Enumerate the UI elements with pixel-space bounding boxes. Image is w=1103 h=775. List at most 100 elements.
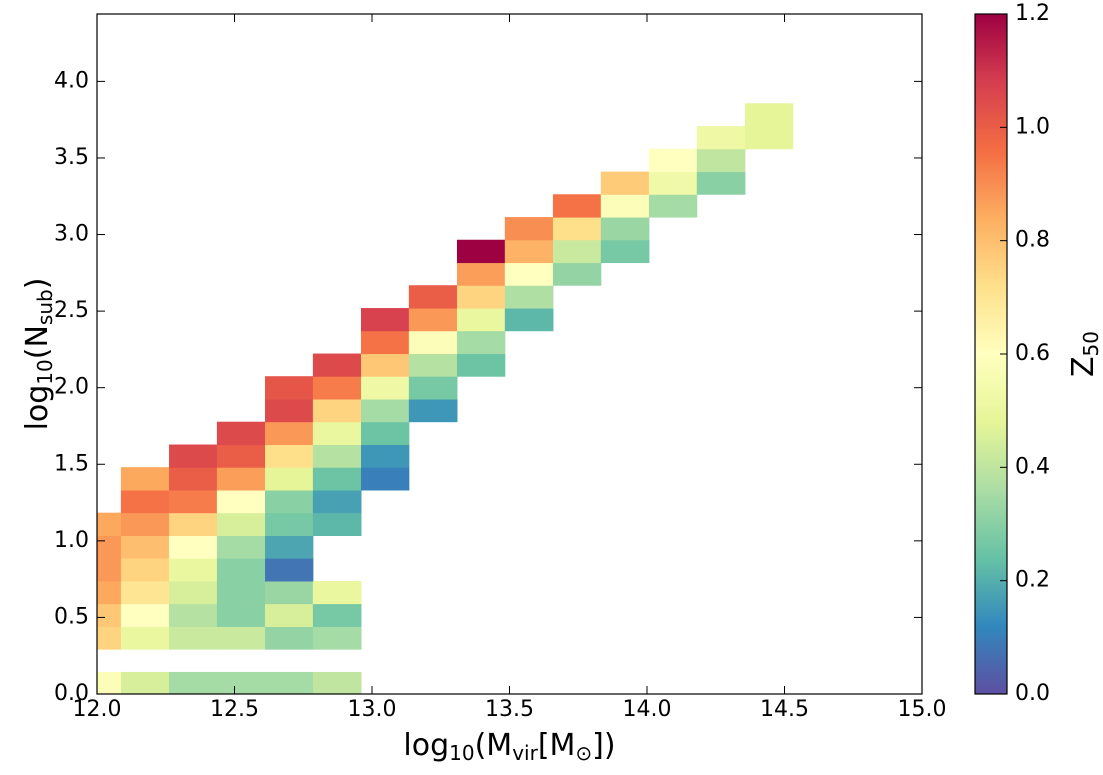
- heatmap-cell: [744, 126, 794, 150]
- heatmap-cell: [120, 603, 170, 627]
- label-part: 10: [33, 359, 57, 384]
- heatmap-cell: [504, 239, 554, 264]
- heatmap-cell: [265, 490, 314, 514]
- heatmap-cell: [312, 376, 362, 400]
- heatmap-cell: [312, 421, 362, 446]
- heatmap-cell: [600, 171, 650, 195]
- label-part: ): [20, 278, 55, 290]
- heatmap-cell: [265, 512, 314, 536]
- colorbar-tick-label: 0.6: [1015, 341, 1050, 366]
- y-tick-label: 1.0: [54, 528, 89, 553]
- label-part: 50: [1079, 331, 1103, 356]
- heatmap-cell: [169, 603, 218, 627]
- heatmap-cell: [265, 467, 314, 491]
- heatmap-cell: [120, 671, 170, 694]
- colorbar-tick-label: 1.0: [1015, 114, 1050, 139]
- heatmap-cell: [456, 353, 506, 377]
- heatmap-cell: [408, 308, 458, 332]
- x-axis-label: log10(Mvir[M⊙]): [403, 728, 615, 765]
- label-part: (M: [475, 728, 513, 763]
- heatmap-cell: [361, 467, 410, 491]
- heatmap-cell: [312, 444, 362, 468]
- heatmap-cell: [216, 444, 266, 468]
- heatmap-cell: [504, 308, 554, 332]
- colorbar-tick-label: 1.2: [1015, 1, 1050, 26]
- heatmap-cell: [97, 512, 122, 536]
- y-tick-label: 3.5: [54, 145, 89, 170]
- heatmap-cell: [120, 467, 170, 491]
- heatmap-cell: [504, 285, 554, 309]
- x-tick-label: 12.0: [73, 697, 122, 722]
- heatmap-cell: [312, 626, 362, 650]
- label-part: log: [403, 728, 449, 763]
- heatmap-cell: [216, 558, 266, 582]
- heatmap-cell: [312, 580, 362, 605]
- heatmap-cell: [216, 512, 266, 536]
- heatmap-cell: [216, 535, 266, 559]
- heatmap-cell: [312, 353, 362, 377]
- heatmap-cell: [216, 626, 266, 650]
- label-part: log: [20, 385, 55, 431]
- heatmap-cell: [265, 558, 314, 582]
- label-part: 10: [449, 741, 474, 765]
- heatmap-cell: [265, 671, 314, 694]
- heatmap-cell: [408, 399, 458, 423]
- heatmap-cell: [265, 421, 314, 446]
- heatmap-cell: [648, 171, 698, 195]
- label-part: vir: [512, 741, 538, 765]
- label-part: sub: [33, 289, 57, 325]
- heatmap-cell: [97, 580, 122, 605]
- heatmap-cell: [97, 603, 122, 627]
- heatmap-cell: [169, 671, 218, 694]
- heatmap-cell: [120, 626, 170, 650]
- heatmap-cell: [312, 467, 362, 491]
- heatmap-cell: [600, 217, 650, 241]
- heatmap-cell: [169, 467, 218, 491]
- heatmap-cell: [216, 603, 266, 627]
- label-part: ]): [592, 728, 615, 763]
- heatmap-cell: [120, 580, 170, 605]
- heatmap-cell: [265, 376, 314, 400]
- heatmap: [97, 103, 794, 694]
- heatmap-cell: [552, 194, 602, 218]
- heatmap-cell: [552, 217, 602, 241]
- heatmap-cell: [552, 239, 602, 264]
- heatmap-cell: [97, 626, 122, 650]
- heatmap-cell: [408, 353, 458, 377]
- heatmap-cell: [456, 285, 506, 309]
- heatmap-cell: [216, 490, 266, 514]
- y-tick-label: 4.0: [54, 68, 89, 93]
- heatmap-cell: [456, 330, 506, 355]
- label-part: Z: [1066, 356, 1101, 377]
- y-tick-label: 2.5: [54, 298, 89, 323]
- y-axis-label: log10(Nsub): [20, 278, 57, 431]
- label-part: [M: [538, 728, 576, 763]
- y-tick-label: 1.5: [54, 451, 89, 476]
- y-tick-label: 0.5: [54, 604, 89, 629]
- label-part: (N: [20, 325, 55, 359]
- heatmap-cell: [600, 239, 650, 264]
- heatmap-cell: [456, 308, 506, 332]
- heatmap-cell: [120, 512, 170, 536]
- colorbar-tick-label: 0.2: [1015, 568, 1050, 593]
- heatmap-cell: [361, 353, 410, 377]
- heatmap-cell: [504, 262, 554, 286]
- colorbar-tick-label: 0.8: [1015, 228, 1050, 253]
- heatmap-cell: [696, 171, 746, 195]
- heatmap-cell: [216, 467, 266, 491]
- heatmap-cell: [361, 376, 410, 400]
- heatmap-cell: [265, 626, 314, 650]
- x-tick-label: 13.0: [348, 697, 397, 722]
- heatmap-cell: [169, 444, 218, 468]
- heatmap-cell: [312, 671, 362, 694]
- heatmap-cell: [456, 262, 506, 286]
- heatmap-cell: [696, 148, 746, 173]
- heatmap-cell: [408, 330, 458, 355]
- heatmap-cell: [97, 558, 122, 582]
- heatmap-cell: [265, 444, 314, 468]
- heatmap-cell: [312, 490, 362, 514]
- heatmap-cell: [312, 512, 362, 536]
- heatmap-cell: [361, 421, 410, 446]
- y-tick-label: 0.0: [54, 681, 89, 706]
